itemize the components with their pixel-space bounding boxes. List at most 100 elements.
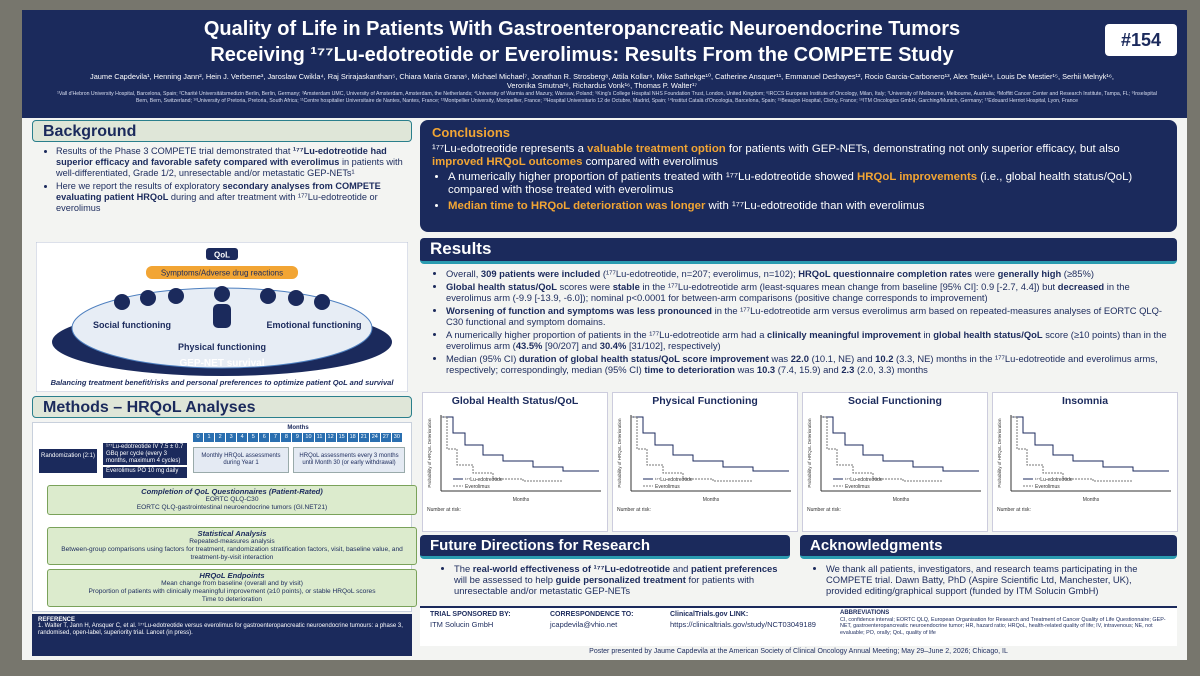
text-run: secondary analyses from COMPETE evaluati… bbox=[56, 181, 381, 202]
method-section: Completion of QoL Questionnaires (Patien… bbox=[47, 485, 417, 515]
footer-box: TRIAL SPONSORED BY: ITM Solucin GmbH COR… bbox=[420, 606, 1177, 646]
text-run: [31/102], respectively) bbox=[626, 340, 721, 351]
month: 11 bbox=[315, 433, 326, 442]
text-run: ¹⁷⁷Lu-edotreotide represents a bbox=[432, 142, 588, 155]
box: Monthly HRQoL assessments during Year 1 bbox=[193, 447, 289, 473]
plot-panel: Physical Functioning Probability of HRQoL… bbox=[612, 392, 798, 532]
month: 30 bbox=[392, 433, 403, 442]
text-run: for patients with GEP-NETs, demonstratin… bbox=[725, 142, 1120, 155]
item: Time to deterioration bbox=[201, 596, 263, 603]
text-run: patient preferences bbox=[690, 563, 778, 574]
text-run: A numerically higher proportion of patie… bbox=[446, 329, 768, 340]
curve-illustration bbox=[1011, 416, 1133, 482]
methods-panel: Months 0 1 2 3 4 5 6 7 8 9 10 11 12 15 18 21 24 27 30 Rand… bbox=[32, 422, 417, 612]
section-heading: Conclusions bbox=[432, 125, 511, 140]
month: 6 bbox=[259, 433, 271, 442]
link: https://clinicaltrials.gov/study/NCT0304… bbox=[670, 620, 816, 629]
legend-label: ¹⁷⁷Lu-edotreotide bbox=[1035, 477, 1073, 483]
text-run: in the ¹⁷⁷Lu-edotreotide arm versus ever… bbox=[446, 305, 1163, 327]
text-run: (7.4, 15.9) and bbox=[775, 364, 842, 375]
text-run: clinically meaningful improvement bbox=[767, 329, 921, 340]
bullet: Median time to HRQoL deterioration was l… bbox=[448, 200, 1165, 214]
text-run: 30.4% bbox=[599, 340, 627, 351]
poster-number: #154 bbox=[1105, 24, 1177, 56]
text-run: guide personalized treatment bbox=[555, 574, 686, 585]
text-run: time to deterioration bbox=[644, 364, 735, 375]
item: Mean change from baseline (overall and b… bbox=[161, 580, 303, 587]
text-run: [90/207] and bbox=[542, 340, 600, 351]
method-section: Statistical Analysis Repeated-measures an… bbox=[47, 527, 417, 565]
month-row: 0 1 2 3 4 5 6 7 8 9 10 11 12 15 18 21 24 27 30 bbox=[193, 433, 403, 442]
text-run: decreased bbox=[1057, 281, 1105, 292]
future-list: The real-world effectiveness of ¹⁷⁷Lu-ed… bbox=[442, 563, 787, 598]
text-run: Results of the Phase 3 COMPETE trial dem… bbox=[56, 146, 293, 156]
text-run: and bbox=[670, 563, 691, 574]
text-run: real-world effectiveness of ¹⁷⁷Lu-edotre… bbox=[472, 563, 671, 574]
text-run: Overall, bbox=[446, 268, 481, 279]
text-run: Here we report the results of explorator… bbox=[56, 181, 223, 191]
text-run: Median time to HRQoL deterioration was l… bbox=[448, 199, 706, 212]
text-run: 10.3 bbox=[756, 364, 776, 375]
email: jcapdevila@vhio.net bbox=[550, 620, 618, 629]
plot-title: Social Functioning bbox=[848, 395, 942, 407]
abbreviations: CI, confidence interval; EORTC QLQ, Euro… bbox=[840, 617, 1166, 636]
text-run: improved HRQoL outcomes bbox=[432, 156, 583, 168]
legend-label: Everolimus bbox=[845, 484, 870, 490]
text-run: in bbox=[920, 329, 934, 340]
curve-illustration bbox=[821, 416, 979, 472]
text-run: The bbox=[454, 563, 473, 574]
bullet: A numerically higher proportion of patie… bbox=[446, 329, 1174, 351]
text-run: 22.0 bbox=[790, 353, 809, 364]
text-run: stable bbox=[612, 281, 640, 292]
month: 4 bbox=[237, 433, 249, 442]
legend-label: Everolimus bbox=[1035, 484, 1060, 490]
months-label: Months bbox=[287, 425, 309, 431]
person-icon bbox=[214, 286, 230, 302]
label: REFERENCE bbox=[38, 617, 76, 623]
text-run: (3.3, NE) months in the ¹⁷⁷Lu-edotreotid… bbox=[446, 353, 1158, 375]
qol-box bbox=[206, 248, 238, 260]
text-run: will be assessed to help bbox=[454, 574, 556, 585]
axis-label: Months bbox=[513, 497, 530, 503]
curve-illustration bbox=[441, 416, 563, 482]
month: 1 bbox=[204, 433, 216, 442]
plot-title: Physical Functioning bbox=[652, 395, 758, 407]
text-run: (i.e., global health status/QoL) compare… bbox=[448, 170, 1133, 197]
title: Receiving ¹⁷⁷Lu-edotreotide or Everolimu… bbox=[210, 44, 954, 66]
axis-label: Months bbox=[1083, 497, 1100, 503]
text-run: (2.0, 3.3) months bbox=[854, 364, 928, 375]
icons bbox=[114, 288, 330, 310]
bullet: Worsening of function and symptoms was l… bbox=[446, 305, 1174, 327]
section-heading: Future Directions for Research bbox=[420, 535, 790, 559]
month: 15 bbox=[337, 433, 348, 442]
plot-panel: Insomnia Probability of HRQoL Deteriorati… bbox=[992, 392, 1178, 532]
text-run: was bbox=[735, 364, 757, 375]
results-list: Overall, 309 patients were included (¹⁷⁷… bbox=[434, 268, 1174, 377]
text-run: HRQoL questionnaire completion rates bbox=[798, 268, 973, 279]
section-heading: Results bbox=[420, 238, 1177, 264]
curve-illustration bbox=[1011, 416, 1169, 472]
bullet: The real-world effectiveness of ¹⁷⁷Lu-ed… bbox=[454, 563, 787, 596]
month: 3 bbox=[226, 433, 238, 442]
authors: Jaume Capdevila¹, Henning Jann², Hein J.… bbox=[90, 72, 1114, 90]
text-run: duration of global health status/QoL sco… bbox=[518, 353, 769, 364]
plot-panel: Global Health Status/QoL Probability of H… bbox=[422, 392, 608, 532]
bullet: Here we report the results of explorator… bbox=[56, 181, 404, 214]
plot-title: Global Health Status/QoL bbox=[451, 395, 579, 407]
month: 24 bbox=[370, 433, 381, 442]
box: ¹⁷⁷Lu-edotreotide IV 7.5 ± 0.7 GBq per c… bbox=[103, 443, 187, 465]
presented: Poster presented by Jaume Capdevila at t… bbox=[589, 648, 1008, 655]
curve-illustration bbox=[631, 416, 753, 482]
symptom-bar bbox=[146, 266, 298, 279]
section-title: HRQoL Endpoints bbox=[199, 571, 265, 580]
month: 21 bbox=[359, 433, 370, 442]
month: 9 bbox=[292, 433, 304, 442]
legend-label: Everolimus bbox=[655, 484, 680, 490]
label: GEP-NET survival bbox=[179, 358, 264, 369]
month: 27 bbox=[381, 433, 392, 442]
label: TRIAL SPONSORED BY: bbox=[430, 611, 511, 618]
label: Social functioning bbox=[93, 320, 171, 330]
text-run: valuable treatment option bbox=[587, 142, 726, 155]
plot: Probability of HRQoL Deterioration Months… bbox=[617, 415, 791, 513]
